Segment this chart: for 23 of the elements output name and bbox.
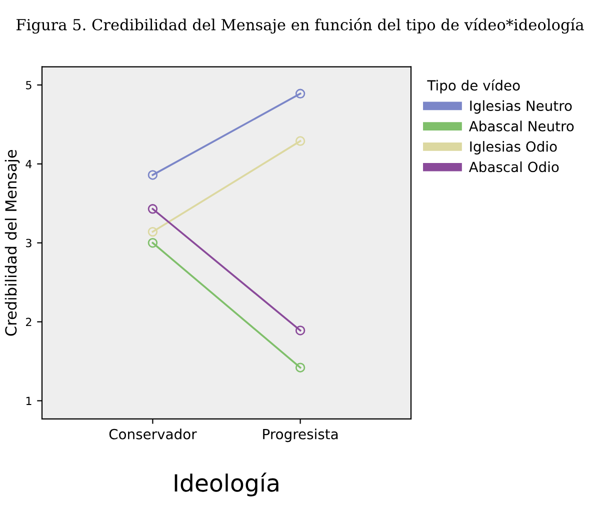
- point: [295, 362, 306, 372]
- point: [295, 136, 306, 146]
- chart-title: Figura 5. Credibilidad del Mensaje en función del tipo de vídeo*ideología: [16, 18, 584, 34]
- y-tick-label: 1: [26, 396, 32, 405]
- point: [295, 88, 306, 99]
- x-axis-title: Ideología: [174, 472, 278, 496]
- point: [295, 326, 306, 336]
- point: [148, 204, 158, 214]
- point: [148, 238, 158, 248]
- point: [148, 226, 158, 237]
- point: [148, 170, 158, 180]
- y-tick-label: 5: [26, 81, 32, 90]
- y-axis-title: Credibilidad del Mensaje: [4, 150, 20, 336]
- legend-label: Iglesias Neutro: [470, 100, 572, 114]
- x-tick-label: Progresista: [263, 428, 338, 442]
- legend-label: Abascal Neutro: [468, 120, 574, 132]
- legend-title: Tipo de vídeo: [427, 79, 520, 94]
- y-tick-label: 4: [26, 160, 32, 168]
- x-tick-label: Conservador: [109, 428, 197, 440]
- legend-label: Iglesias Odio: [470, 141, 557, 154]
- y-tick-label: 2: [26, 318, 32, 326]
- y-tick-label: 3: [26, 238, 32, 248]
- legend-label: Abascal Odio: [468, 161, 559, 172]
